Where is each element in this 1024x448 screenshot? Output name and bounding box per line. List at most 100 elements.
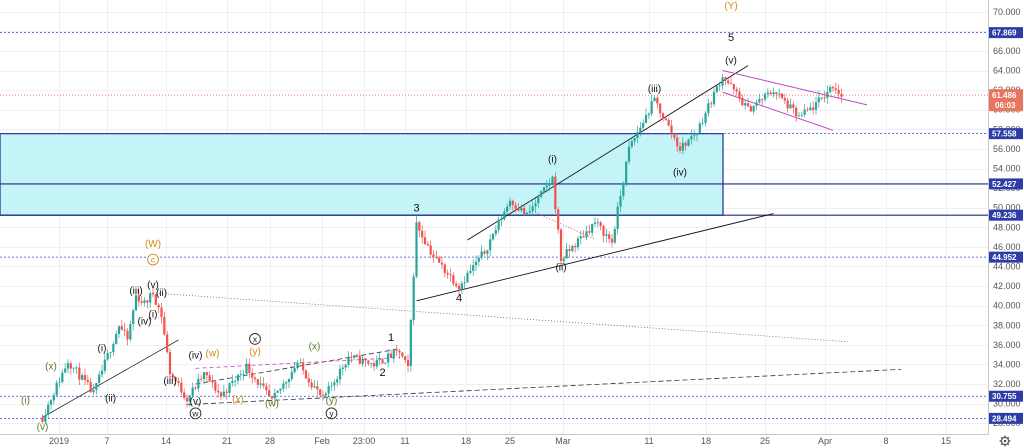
- time-tick-label: 8: [883, 436, 888, 446]
- candle: [591, 223, 594, 237]
- rising-channel-lower-line[interactable]: [416, 213, 774, 302]
- wave-label[interactable]: (iii): [129, 286, 142, 297]
- candle: [625, 160, 628, 187]
- trend-lines: [42, 65, 902, 418]
- long-decline-dotted-line[interactable]: [152, 292, 851, 343]
- wave-label[interactable]: (iv): [189, 351, 203, 362]
- wave-label[interactable]: 1: [388, 332, 394, 344]
- wave-label[interactable]: (iv): [138, 316, 152, 327]
- time-axis: 2019 7 14 21 28 Feb 23:00 11 18 25 Mar 11 18 25 Apr 8 15: [0, 434, 988, 448]
- candle: [143, 297, 146, 307]
- candle: [579, 230, 582, 245]
- candle: [180, 377, 183, 395]
- settings-gear-icon[interactable]: [999, 435, 1011, 447]
- candle: [707, 98, 710, 117]
- candle: [823, 91, 826, 103]
- candle: [545, 180, 548, 193]
- price-level-badge: 28.494: [989, 412, 1023, 424]
- rising-channel-upper-line[interactable]: [467, 65, 749, 241]
- candle: [440, 256, 444, 270]
- candle: [273, 388, 276, 405]
- wave-label[interactable]: 5: [728, 32, 734, 44]
- wave-label[interactable]: (v): [725, 56, 737, 67]
- candle: [398, 348, 401, 359]
- candle: [443, 263, 446, 278]
- wave-label[interactable]: (ii): [156, 288, 167, 299]
- candle: [64, 363, 67, 373]
- candle: [769, 90, 772, 96]
- wave-label[interactable]: (i): [548, 155, 557, 166]
- candle: [44, 409, 47, 425]
- candle: [361, 355, 364, 367]
- price-tick-label: 42.000: [993, 281, 1021, 291]
- candle: [486, 249, 489, 261]
- candle: [375, 355, 378, 369]
- price-tick-label: 32.000: [993, 379, 1021, 389]
- candle: [412, 273, 415, 325]
- falling-channel-upper-line[interactable]: [722, 70, 868, 106]
- wave-label[interactable]: (w): [265, 399, 279, 410]
- candle: [797, 112, 801, 117]
- circled-wave-label[interactable]: y: [325, 407, 338, 420]
- wave-label[interactable]: (ii): [105, 394, 116, 405]
- early-trend-line[interactable]: [42, 339, 179, 418]
- wave-label[interactable]: (Y): [724, 1, 737, 12]
- candle: [593, 217, 597, 227]
- candle: [177, 377, 180, 387]
- circled-wave-label[interactable]: x: [249, 333, 261, 345]
- wave-label[interactable]: 3: [413, 203, 419, 215]
- wave-label[interactable]: (x): [309, 342, 321, 353]
- candle: [327, 381, 330, 398]
- wave-label[interactable]: (W): [145, 239, 161, 250]
- candle: [449, 268, 452, 282]
- candle: [287, 378, 291, 389]
- candle: [681, 137, 684, 155]
- falling-channel-lower-line[interactable]: [722, 91, 834, 131]
- wave-label[interactable]: (v): [190, 397, 202, 408]
- wave-label[interactable]: (x): [45, 361, 57, 372]
- price-tick-label: 40.000: [993, 301, 1021, 311]
- candle: [321, 390, 325, 401]
- candle: [698, 121, 701, 134]
- candle: [185, 394, 189, 408]
- wave-label[interactable]: (iii): [648, 84, 661, 95]
- wave-label[interactable]: (i): [98, 344, 107, 355]
- price-level-badge: 49.236: [989, 209, 1023, 221]
- candle: [378, 352, 381, 366]
- candle: [117, 325, 121, 338]
- lower-triangle-dashed-line[interactable]: [186, 368, 902, 406]
- wave-label[interactable]: 2: [379, 367, 385, 379]
- circled-wave-label[interactable]: w: [189, 407, 202, 420]
- circled-wave-label[interactable]: c: [147, 253, 159, 266]
- candle: [347, 351, 350, 368]
- wave-label[interactable]: (iii): [163, 376, 176, 387]
- candle: [489, 234, 492, 257]
- candle: [644, 108, 648, 124]
- support-zone-rect[interactable]: [0, 133, 724, 216]
- wave-label[interactable]: (x): [232, 395, 244, 406]
- wave-label[interactable]: (y): [326, 396, 338, 407]
- price-tick-label: 44.000: [993, 261, 1021, 271]
- wave-label[interactable]: (w): [206, 349, 220, 360]
- wave-label[interactable]: (iv): [673, 167, 687, 178]
- candle: [259, 376, 262, 389]
- ii-to-iii-dotted-line[interactable]: [535, 212, 596, 240]
- wave-label[interactable]: (ii): [555, 262, 566, 273]
- candle: [330, 381, 333, 391]
- wave-label[interactable]: (i): [149, 309, 158, 320]
- wave-label[interactable]: (i): [21, 396, 30, 407]
- candle: [758, 93, 761, 104]
- wave-label[interactable]: (v): [37, 422, 49, 433]
- candle: [191, 382, 194, 398]
- candle: [98, 370, 101, 388]
- wave-label[interactable]: 4: [456, 293, 462, 305]
- candle: [418, 220, 421, 237]
- middle-triangle-dashed-line[interactable]: [195, 348, 400, 385]
- candlesticks: [41, 73, 843, 425]
- price-level-badge: 44.952: [989, 251, 1023, 263]
- candle: [503, 208, 506, 221]
- candle: [469, 264, 472, 275]
- wave-label[interactable]: (y): [249, 347, 261, 358]
- wave-label[interactable]: (v): [147, 280, 159, 291]
